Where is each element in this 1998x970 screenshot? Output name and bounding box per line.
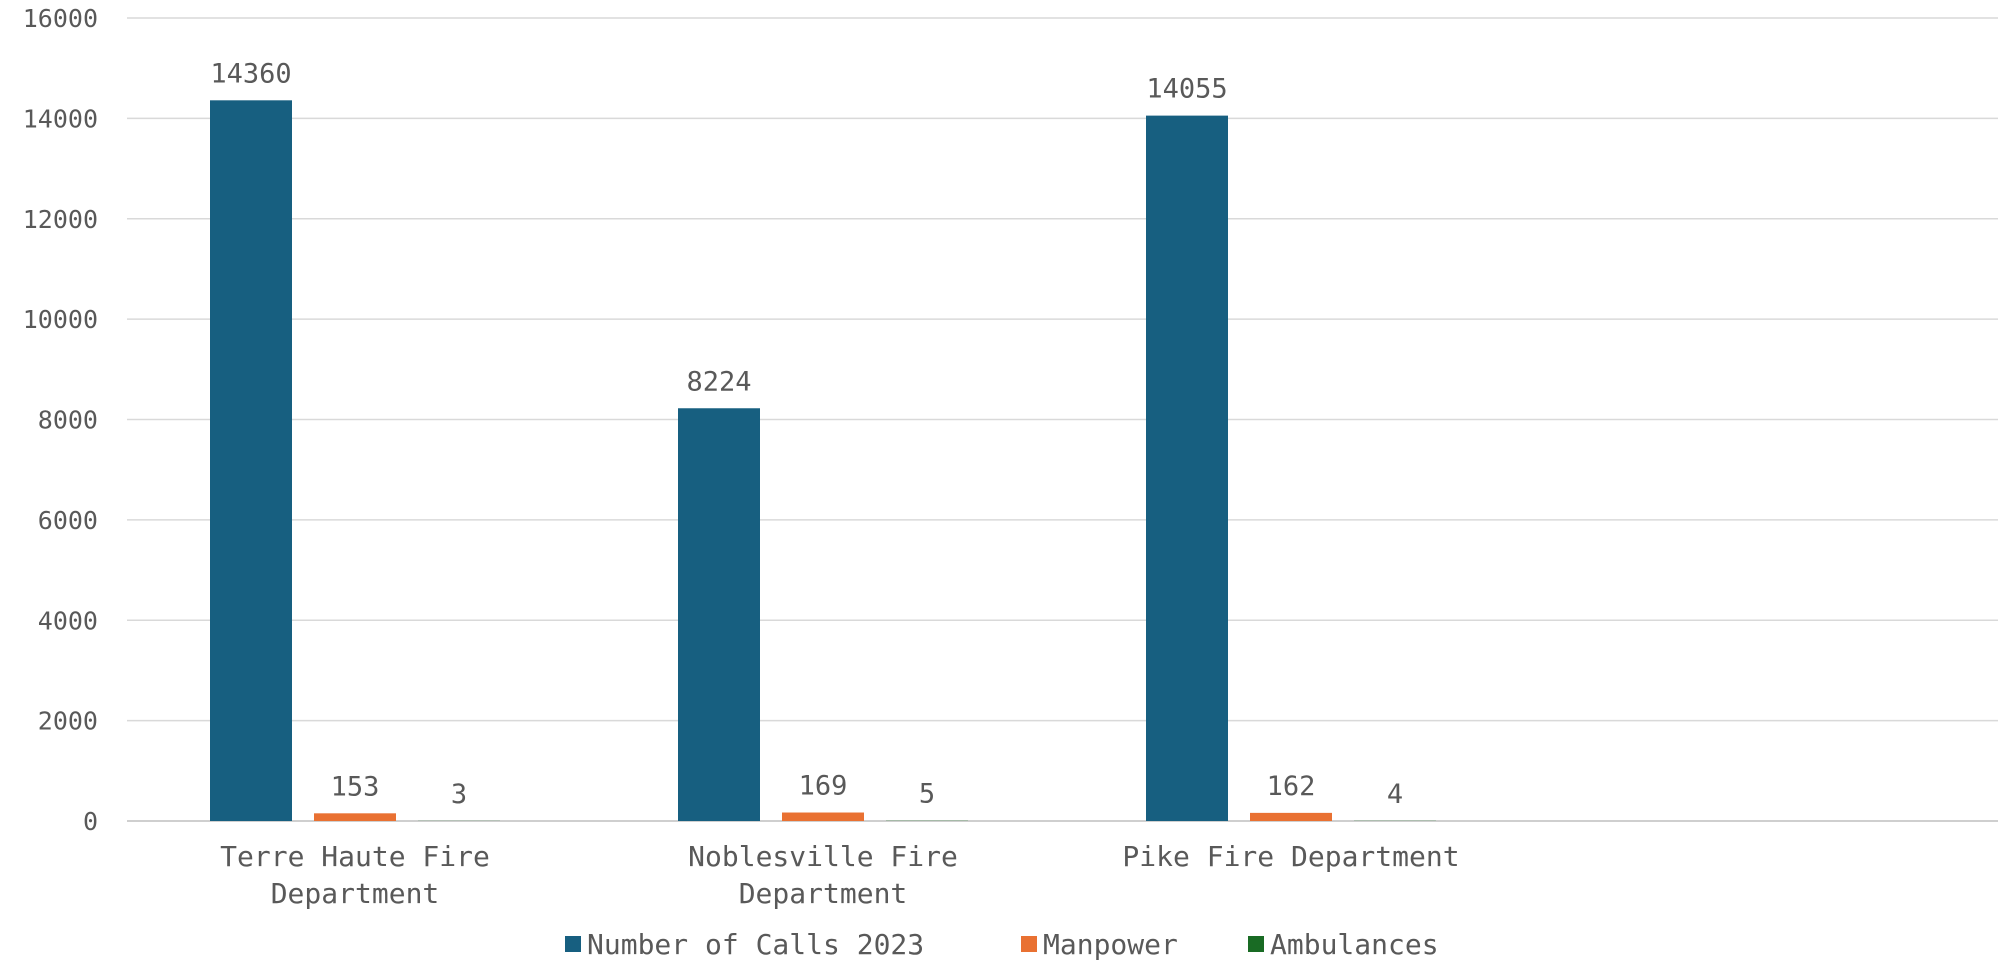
- y-tick-label: 0: [83, 807, 98, 836]
- legend-label: Number of Calls 2023: [587, 928, 924, 961]
- data-label: 3: [451, 779, 467, 810]
- y-tick-label: 8000: [38, 406, 98, 435]
- y-tick-label: 16000: [23, 4, 98, 33]
- x-category-label: Noblesville Fire: [688, 840, 958, 873]
- gridlines: [127, 17, 1998, 822]
- y-tick-label: 6000: [38, 506, 98, 535]
- legend-swatch: [565, 936, 581, 952]
- legend-swatch: [1248, 936, 1264, 952]
- bar: [210, 100, 292, 822]
- data-label: 14055: [1146, 74, 1227, 105]
- x-axis: Terre Haute Fire Department Noblesville Fi…: [220, 840, 1459, 910]
- bar: [314, 813, 396, 821]
- bar: [1146, 115, 1228, 821]
- bar: [782, 812, 864, 821]
- y-tick-label: 10000: [23, 305, 98, 334]
- data-labels: 14360 153 3 8224 169 5 14055 162 4: [210, 58, 1403, 810]
- legend-label: Ambulances: [1270, 928, 1439, 961]
- data-label: 162: [1267, 771, 1316, 802]
- data-label: 8224: [686, 366, 751, 397]
- legend-label: Manpower: [1043, 928, 1178, 961]
- data-label: 14360: [210, 58, 291, 89]
- y-tick-label: 2000: [38, 707, 98, 736]
- data-label: 169: [799, 771, 848, 802]
- y-axis: 0 2000 4000 6000 8000 10000 12000 14000 16000: [23, 4, 98, 836]
- data-label: 4: [1387, 779, 1403, 810]
- bars: [210, 100, 1436, 822]
- x-category-label: Department: [271, 877, 440, 910]
- y-tick-label: 14000: [23, 104, 98, 133]
- y-tick-label: 12000: [23, 205, 98, 234]
- data-label: 153: [331, 771, 380, 802]
- x-category-label: Department: [739, 877, 908, 910]
- x-category-label: Terre Haute Fire: [220, 840, 490, 873]
- y-tick-label: 4000: [38, 606, 98, 635]
- legend-swatch: [1021, 936, 1037, 952]
- x-category-label: Pike Fire Department: [1122, 840, 1459, 873]
- data-label: 5: [919, 779, 935, 810]
- bar: [678, 408, 760, 821]
- bar: [1250, 812, 1332, 821]
- legend: Number of Calls 2023 Manpower Ambulances: [565, 928, 1439, 961]
